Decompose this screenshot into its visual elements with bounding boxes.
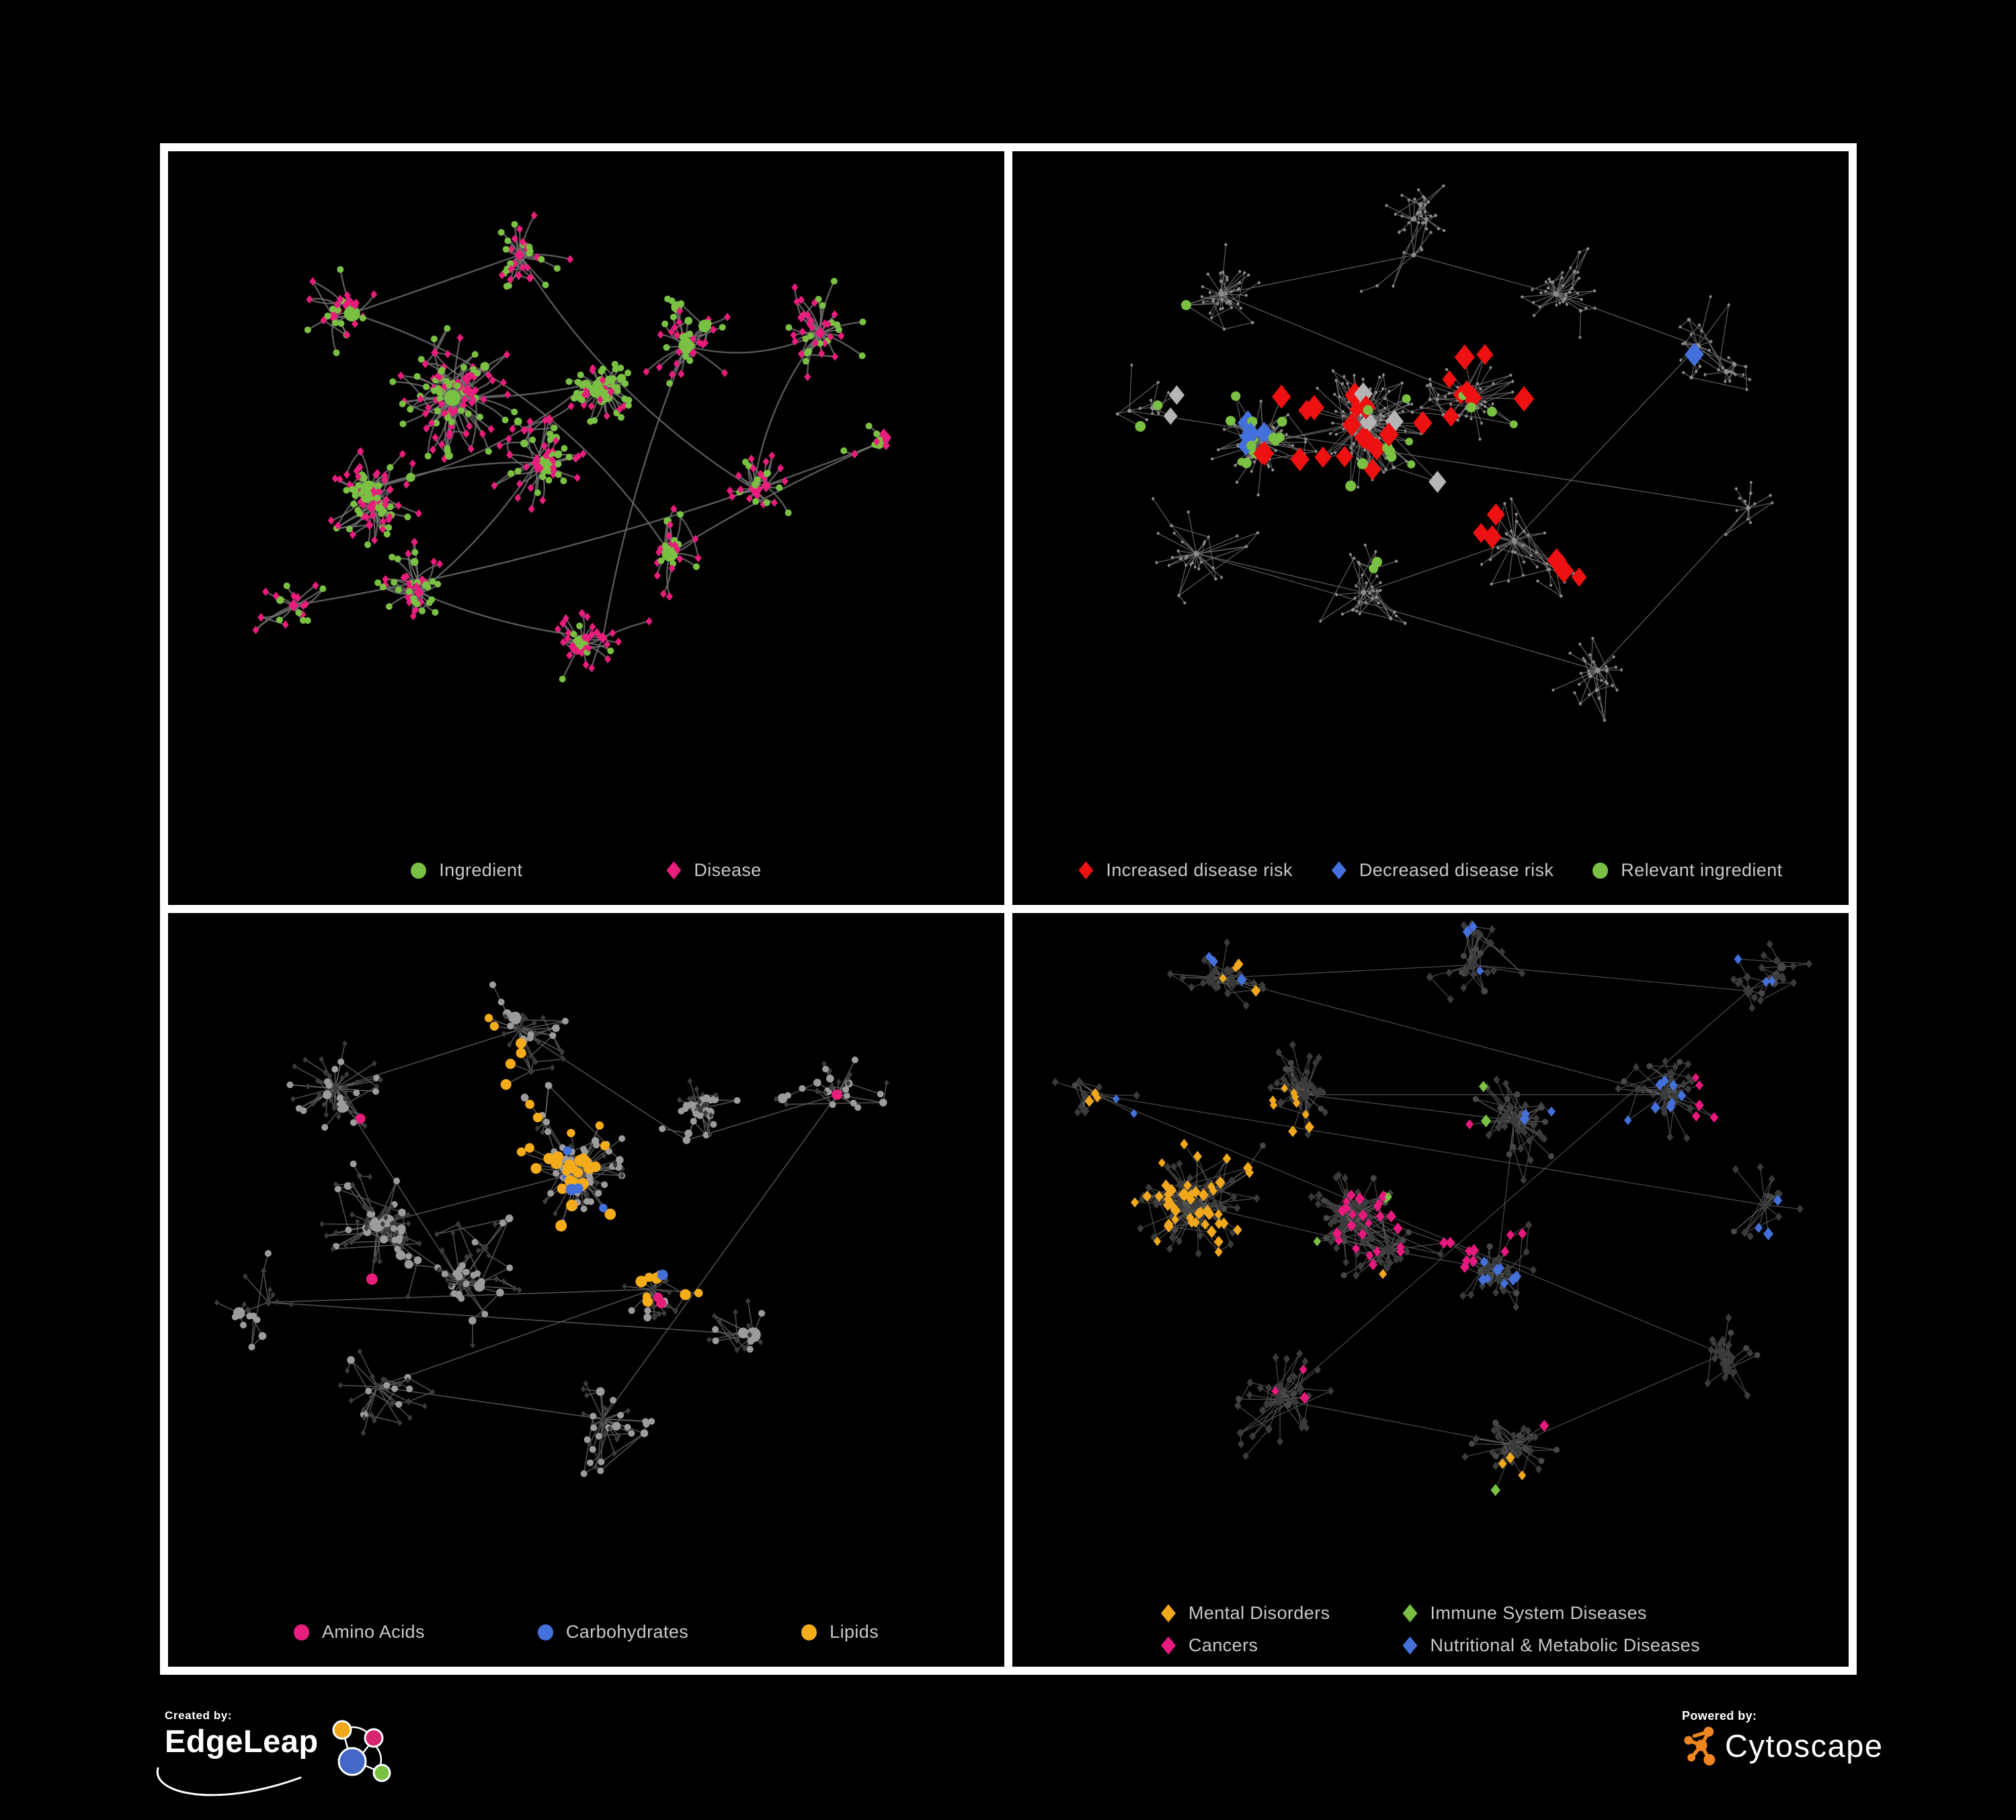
edgeleap-node-green (372, 1764, 391, 1782)
ingredient-disease-graph (252, 211, 892, 682)
disease-risk-graph (1115, 184, 1774, 722)
cytoscape-logo-icon (1684, 1727, 1716, 1766)
panel-disease-risk: Increased disease risk Decreased disease … (1012, 151, 1849, 905)
edgeleap-node-magenta (364, 1728, 384, 1748)
edgeleap-swoosh (156, 1767, 302, 1796)
panel-grid: Ingredient Disease Increased disease risk… (160, 143, 1857, 1675)
edgeleap-logo-icon (332, 1720, 391, 1782)
diamond-swatch (1161, 1636, 1176, 1655)
diamond-swatch (666, 861, 682, 879)
circle-swatch (537, 1624, 553, 1640)
legend-label: Mental Disorders (1188, 1603, 1330, 1623)
diamond-swatch (1402, 1636, 1418, 1655)
legend-item: Cancers (1161, 1635, 1258, 1656)
diamond-swatch (1402, 1604, 1418, 1622)
legend-item: Decreased disease risk (1331, 860, 1554, 881)
edgeleap-node-orange (332, 1720, 352, 1740)
circle-swatch (801, 1624, 817, 1640)
legend-label: Carbohydrates (565, 1622, 689, 1642)
legend-label: Lipids (830, 1622, 879, 1642)
circle-swatch (411, 862, 427, 879)
legend-item: Ingredient (411, 860, 522, 881)
legend-item: Amino Acids (293, 1622, 425, 1643)
diamond-swatch (1161, 1604, 1176, 1622)
nutrient-class-graph (214, 981, 889, 1477)
panel-disease-classes: Mental Disorders Immune System Diseases Ca… (1012, 913, 1849, 1667)
legend-item: Carbohydrates (537, 1622, 689, 1643)
legend-item: Nutritional & Metabolic Diseases (1402, 1635, 1700, 1656)
legend-item: Relevant ingredient (1592, 860, 1782, 881)
legend-label: Decreased disease risk (1359, 860, 1554, 880)
legend-item: Disease (666, 860, 761, 881)
circle-swatch (1592, 862, 1609, 879)
legend-label: Increased disease risk (1106, 860, 1293, 880)
panel-nutrient-classes: Amino Acids Carbohydrates Lipids (168, 913, 1004, 1667)
legend-label: Immune System Diseases (1430, 1603, 1647, 1623)
edgeleap-credit: Created by: EdgeLeap (156, 1709, 399, 1796)
edgeleap-node-blue (337, 1747, 367, 1776)
cytoscape-logo-text: Cytoscape (1725, 1727, 1884, 1764)
edgeleap-logo-text: EdgeLeap (165, 1723, 319, 1759)
legend-label: Disease (694, 860, 762, 880)
legend-item: Immune System Diseases (1402, 1603, 1647, 1624)
circle-swatch (293, 1624, 309, 1640)
legend-label: Cancers (1188, 1635, 1258, 1655)
nutrient-class-legend: Amino Acids Carbohydrates Lipids (168, 1622, 1004, 1643)
powered-by-label: Powered by: (1682, 1709, 1757, 1723)
legend-item: Increased disease risk (1078, 860, 1292, 881)
diamond-swatch (1331, 861, 1346, 879)
diamond-swatch (1078, 861, 1094, 879)
created-by-label: Created by: (165, 1709, 233, 1722)
legend-label: Relevant ingredient (1621, 860, 1783, 880)
cytoscape-credit: Powered by: Cytoscape (1682, 1709, 1884, 1766)
legend-item: Lipids (801, 1622, 879, 1643)
legend-item: Mental Disorders (1161, 1603, 1330, 1624)
figure-frame: Ingredient Disease Increased disease risk… (160, 143, 1857, 1675)
disease-class-graph (1051, 919, 1813, 1497)
legend-label: Amino Acids (321, 1622, 425, 1642)
panel-ingredient-disease: Ingredient Disease (168, 151, 1004, 905)
legend-label: Nutritional & Metabolic Diseases (1430, 1635, 1700, 1655)
ingredient-disease-legend: Ingredient Disease (168, 860, 1004, 881)
disease-risk-legend: Increased disease risk Decreased disease … (1012, 860, 1849, 881)
disease-class-legend: Mental Disorders Immune System Diseases Ca… (1012, 1603, 1849, 1656)
legend-label: Ingredient (439, 860, 523, 880)
